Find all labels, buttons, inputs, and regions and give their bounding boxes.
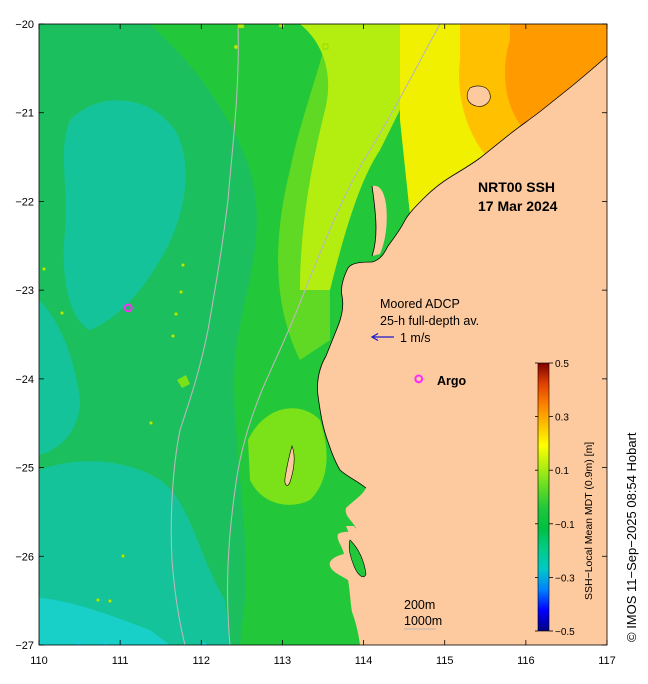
velocity-scale-arrow: [370, 332, 394, 342]
map-frame: [38, 23, 608, 646]
isobath-legend-1000m: 1000m: [404, 614, 442, 628]
y-tick-label: −26: [15, 551, 34, 563]
ssh-band-cyan-southwest: [39, 598, 170, 645]
y-tick-label: −23: [15, 285, 34, 297]
x-axis-longitude: 110 111 112 113 114 115 116 117: [30, 24, 616, 667]
ssh-band-lime-central: [180, 24, 330, 360]
y-tick-label: −27: [15, 640, 34, 652]
map-plot-area: [39, 24, 607, 645]
x-tick-label: 116: [517, 655, 535, 667]
colorbar-tick-label: 0.5: [555, 359, 569, 370]
isobath-200m: [226, 24, 441, 645]
shark-bay-inlet: [348, 539, 367, 578]
map-title: NRT00 SSH: [478, 179, 555, 195]
land-shark-bay-peninsula: [346, 526, 377, 620]
ssh-band-teal-west: [39, 300, 80, 455]
colorbar-tick-label: 0.1: [555, 466, 569, 477]
reef-marker: [177, 375, 190, 388]
isobath-1000m: [170, 24, 239, 645]
land-mainland: [317, 24, 607, 645]
colorbar-tick-label: 0.3: [555, 413, 569, 424]
colorbar-ticks: 0.5 0.3 0.1 −0.1 −0.3 −0.5: [535, 359, 575, 638]
y-tick-label: −25: [15, 463, 34, 475]
map-date: 17 Mar 2024: [478, 198, 558, 214]
colorbar-tick-label: −0.5: [555, 627, 575, 638]
x-tick-label: 115: [436, 655, 454, 667]
cyan-markers: [76, 642, 207, 645]
colorbar-tick-label: −0.3: [555, 573, 575, 584]
ssh-band-lime-south: [248, 408, 327, 505]
coastline-north-west-cape: [371, 185, 377, 257]
argo-float-marker[interactable]: [123, 303, 133, 313]
y-tick-label: −22: [15, 196, 34, 208]
credit-line: © IMOS 11−Sep−2025 08:54 Hobart: [624, 432, 639, 642]
y-tick-label: −21: [15, 108, 34, 120]
barrow-island: [466, 85, 491, 107]
x-tick-label: 117: [598, 655, 616, 667]
argo-legend-marker: [414, 374, 424, 384]
colorbar-tick-label: −0.1: [555, 520, 575, 531]
velocity-scale-label: 1 m/s: [400, 331, 431, 345]
x-tick-label: 111: [112, 655, 129, 667]
x-tick-label: 110: [30, 655, 48, 667]
adcp-legend-subtitle: 25-h full-depth av.: [380, 314, 479, 328]
ssh-band-teal-north: [63, 100, 186, 330]
colorbar-label: SSH−Local Mean MDT (0.9m) [m]: [583, 442, 595, 600]
shoal-markers: [42, 24, 329, 603]
colorbar: [537, 362, 550, 632]
y-tick-label: −20: [15, 19, 34, 31]
dirk-hartog-island: [284, 445, 295, 486]
x-tick-label: 114: [355, 655, 373, 667]
isobath-legend-200m: 200m: [404, 598, 435, 612]
y-axis-latitude: −20 −21 −22 −23 −24 −25 −26 −27: [15, 19, 607, 652]
argo-legend-label: Argo: [437, 374, 467, 388]
y-tick-label: −24: [15, 374, 34, 386]
adcp-legend-title: Moored ADCP: [380, 297, 460, 311]
x-tick-label: 112: [193, 655, 211, 667]
x-tick-label: 113: [274, 655, 292, 667]
coastline: [317, 55, 607, 489]
ssh-band-teal-south: [39, 461, 230, 645]
